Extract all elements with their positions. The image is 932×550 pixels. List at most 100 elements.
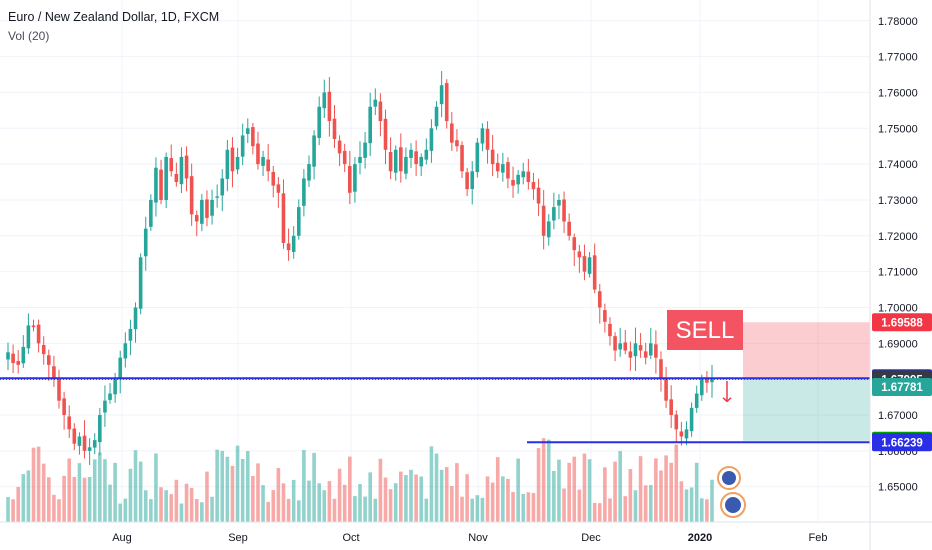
candle-body — [276, 184, 281, 193]
volume-bar — [506, 478, 510, 522]
candle-body — [429, 128, 434, 151]
volume-bar — [36, 446, 41, 522]
volume-bar — [511, 491, 515, 522]
volume-bar — [184, 483, 189, 522]
candle-body — [399, 147, 403, 172]
volume-bar — [460, 496, 464, 522]
price-label-bg — [872, 433, 932, 452]
candle-body — [465, 172, 469, 190]
candle-body — [332, 118, 337, 140]
candle-body — [143, 228, 148, 257]
volume-bar — [332, 498, 337, 522]
candle-body — [552, 207, 556, 221]
candle-body — [194, 215, 199, 222]
x-tick-label: 2020 — [688, 532, 712, 544]
volume-bar — [643, 485, 648, 522]
candle-body — [154, 167, 158, 203]
candle-body — [460, 145, 464, 172]
volume-bar — [276, 468, 281, 522]
candle-body — [557, 199, 561, 206]
candle-body — [210, 199, 214, 216]
volume-bar — [291, 479, 296, 522]
x-tick-label: Oct — [342, 532, 359, 544]
volume-bar — [562, 488, 566, 522]
volume-bar — [133, 450, 138, 522]
price-label: 1.66239 — [881, 437, 923, 449]
candle-body — [62, 398, 66, 416]
candle-body — [654, 344, 658, 358]
volume-bar — [235, 445, 240, 522]
volume-bar — [72, 476, 77, 522]
candle-body — [409, 149, 413, 158]
volume-bar — [26, 470, 31, 522]
candle-body — [52, 366, 56, 380]
volume-bar — [587, 459, 592, 522]
candle-body — [455, 140, 459, 147]
y-tick-label: 1.72000 — [878, 231, 918, 243]
volume-bar — [618, 451, 622, 522]
candle-body — [439, 85, 444, 105]
candle-body — [501, 164, 505, 173]
candle-body — [659, 359, 663, 380]
volume-bar — [628, 469, 633, 522]
volume-bar — [608, 498, 612, 522]
volume-bar — [47, 477, 51, 522]
volume-bar — [679, 481, 684, 522]
sell-label-box — [667, 309, 743, 350]
y-tick-label: 1.67000 — [878, 410, 918, 422]
y-tick-label: 1.75000 — [878, 123, 918, 135]
candle-body — [291, 235, 296, 252]
volume-bar — [572, 456, 577, 522]
candle-body — [669, 399, 673, 416]
candle-body — [536, 187, 541, 204]
candle-body — [21, 346, 26, 364]
candle-body — [149, 199, 153, 227]
volume-bar — [347, 456, 352, 522]
candle-body — [245, 128, 250, 134]
candle-body — [383, 118, 388, 150]
volume-bar — [123, 498, 128, 522]
candle-body — [638, 345, 643, 351]
volume-bar — [164, 490, 168, 522]
x-tick-label: Aug — [112, 532, 132, 544]
volume-bar — [245, 451, 250, 522]
candle-body — [424, 149, 429, 160]
volume-bar — [470, 498, 475, 522]
volume-bar — [603, 467, 607, 522]
volume-bar — [654, 458, 658, 522]
candle-body — [582, 256, 587, 272]
candle-body — [113, 379, 117, 395]
volume-bar — [582, 453, 587, 522]
volume-bar — [648, 485, 653, 522]
x-tick-label: Dec — [581, 532, 601, 544]
y-tick-label: 1.71000 — [878, 267, 918, 279]
candle-body — [281, 193, 286, 243]
candle-body — [368, 106, 373, 144]
volume-bar — [41, 463, 46, 522]
volume-bar — [710, 479, 714, 522]
candle-body — [608, 323, 612, 337]
candle-body — [388, 152, 393, 172]
candle-body — [240, 135, 245, 157]
candle-body — [684, 429, 689, 439]
volume-bar — [138, 461, 143, 522]
volume-bar — [230, 465, 235, 522]
candle-body — [220, 178, 225, 196]
volume-bar — [475, 495, 480, 522]
candle-body — [546, 221, 551, 238]
x-tick-label: Feb — [809, 532, 828, 544]
volume-bar — [240, 458, 245, 522]
candle-body — [648, 343, 653, 356]
volume-bar — [363, 496, 367, 522]
candle-body — [230, 147, 235, 172]
volume-bar — [567, 462, 571, 522]
candle-body — [266, 159, 270, 172]
candle-body — [189, 176, 194, 215]
volume-bar — [6, 497, 10, 522]
candle-body — [261, 156, 265, 166]
volume-bar — [128, 468, 133, 522]
candle-body — [710, 379, 714, 383]
volume-indicator-label: Vol (20) — [8, 29, 50, 43]
candle-body — [342, 150, 347, 165]
